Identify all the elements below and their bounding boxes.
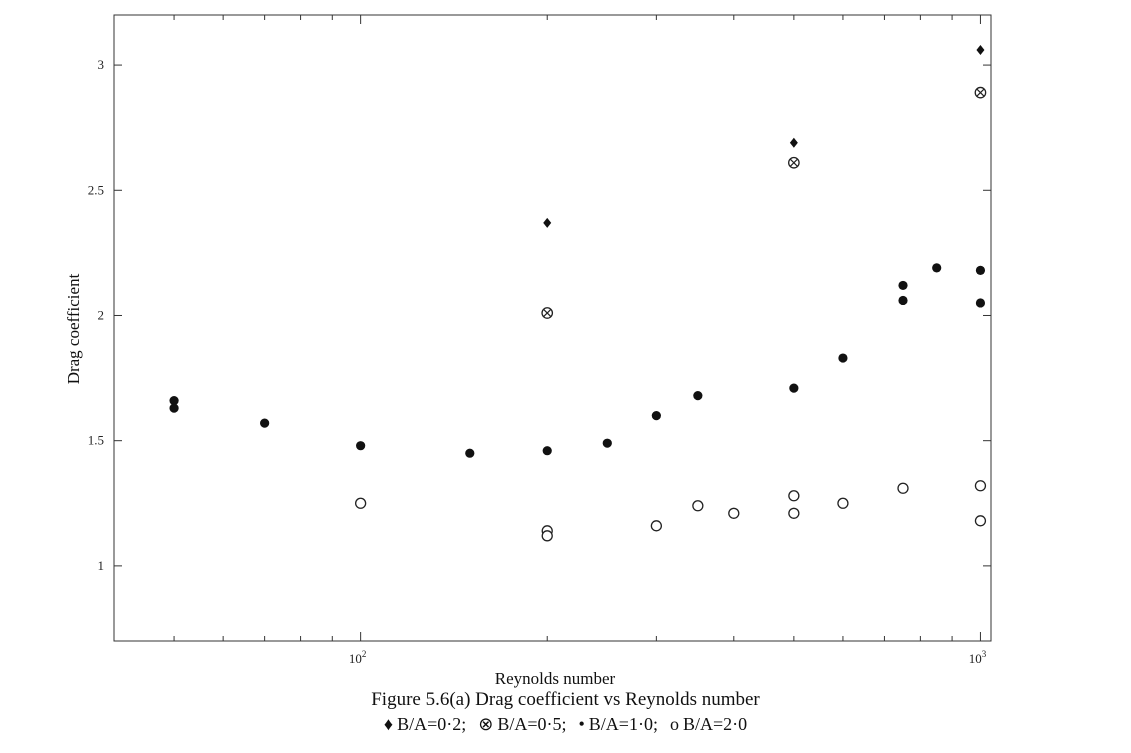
data-point-filled-circle [789, 383, 799, 393]
legend-label: B/A=2·0 [682, 714, 748, 734]
legend-entry: o B/A=2·0 [670, 714, 747, 734]
x-tick-label: 103 [969, 649, 987, 666]
figure-caption: Figure 5.6(a) Drag coefficient vs Reynol… [371, 689, 760, 710]
x-tick-label: 102 [349, 649, 367, 666]
series-b-a-0-2 [543, 45, 985, 228]
data-points [169, 45, 987, 542]
legend-symbol: • [578, 714, 585, 734]
data-point-filled-circle [651, 411, 661, 421]
legend-entry: ⊗ B/A=0·5; [478, 714, 566, 734]
data-point-open-circle [788, 490, 800, 502]
legend-symbol: ♦ [383, 714, 394, 734]
y-axis-label: Drag coefficient [64, 273, 83, 384]
plot-frame [113, 14, 992, 642]
data-point-filled-circle [932, 263, 942, 273]
data-point-filled-circle [602, 438, 612, 448]
drag-coefficient-chart: 1 1.5 2 2.5 3 102 103 Reynolds number Drag coe… [64, 14, 992, 688]
data-point-filled-circle [465, 448, 475, 458]
data-point-filled-circle [542, 446, 552, 456]
data-point-filled-circle [169, 403, 179, 413]
data-point-filled-circle [838, 353, 848, 363]
y-tick-label: 2.5 [88, 182, 104, 197]
legend-entry: ♦ B/A=0·2; [384, 714, 466, 734]
legend-entry: • B/A=1·0; [578, 714, 657, 734]
data-point-diamond [976, 45, 985, 56]
data-point-open-circle [728, 507, 740, 519]
axis-ticks [113, 15, 991, 641]
data-point-open-circle [974, 480, 987, 492]
data-point-filled-circle [356, 441, 366, 451]
data-point-otimes [788, 156, 800, 169]
series-b-a-2-0 [354, 480, 987, 542]
data-point-filled-circle [693, 391, 703, 401]
data-point-filled-circle [169, 396, 179, 406]
axis-tick-labels: 1 1.5 2 2.5 3 102 103 [88, 57, 987, 666]
y-tick-label: 1 [98, 558, 105, 573]
y-tick-label: 3 [98, 57, 105, 72]
data-point-open-circle [692, 500, 704, 512]
legend-label: B/A=1·0; [588, 714, 658, 734]
data-point-open-circle [837, 497, 849, 509]
data-point-open-circle [650, 520, 663, 532]
data-point-open-circle [541, 530, 553, 542]
data-point-open-circle [897, 482, 909, 494]
data-point-filled-circle [898, 280, 908, 291]
legend-label: B/A=0·2; [397, 714, 467, 734]
data-point-otimes [541, 307, 554, 319]
series-b-a-1-0 [169, 263, 986, 458]
data-point-filled-circle [975, 265, 986, 276]
legend-symbol: ⊗ [478, 714, 494, 734]
legend-label: B/A=0·5; [497, 714, 567, 734]
data-point-diamond [543, 217, 552, 228]
legend-symbol: o [669, 714, 679, 734]
x-axis-label: Reynolds number [495, 669, 616, 688]
legend: ♦ B/A=0·2; ⊗ B/A=0·5; • B/A=1·0; o B/A=2·0 [0, 714, 1131, 735]
data-point-open-circle [974, 515, 987, 527]
data-point-otimes [974, 86, 987, 99]
y-tick-label: 2 [98, 307, 105, 322]
data-point-open-circle [354, 497, 367, 509]
data-point-open-circle [788, 507, 800, 519]
data-point-diamond [789, 137, 798, 148]
data-point-filled-circle [260, 418, 270, 428]
data-point-filled-circle [898, 295, 908, 306]
series-b-a-0-5 [541, 86, 987, 319]
data-point-filled-circle [975, 298, 986, 308]
y-tick-label: 1.5 [88, 433, 104, 448]
